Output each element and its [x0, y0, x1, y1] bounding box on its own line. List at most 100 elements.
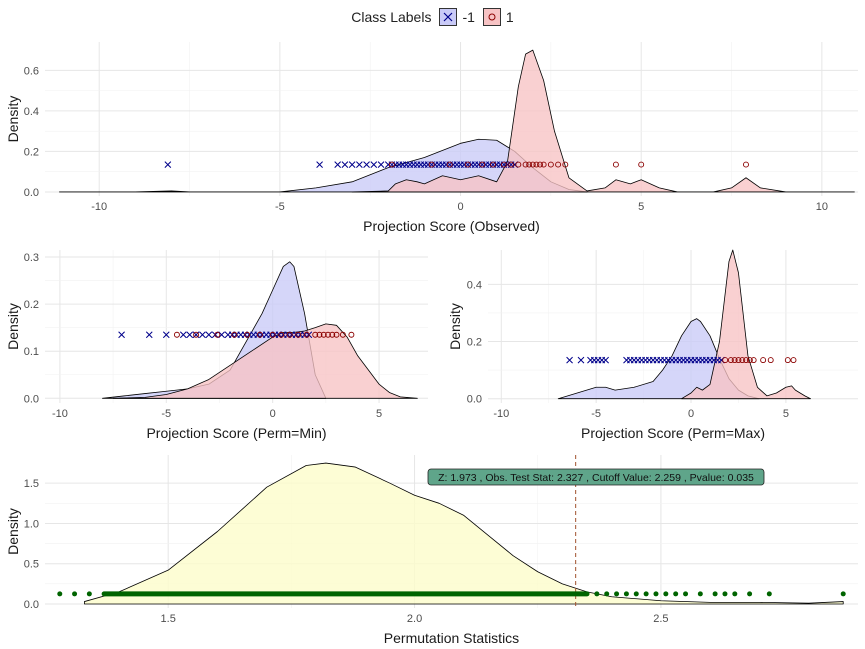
point-dot — [633, 591, 639, 597]
y-tick-label: 1.5 — [24, 478, 39, 490]
point-dot — [604, 591, 610, 597]
x-tick-label: 10 — [816, 201, 828, 213]
point-x — [162, 331, 170, 339]
point-circle — [529, 161, 536, 168]
x-tick-label: 5 — [638, 201, 644, 213]
point-circle — [286, 331, 293, 338]
point-circle — [428, 161, 435, 168]
x-marker-icon — [444, 12, 453, 22]
y-axis-title: Density — [5, 96, 21, 143]
annotation-box — [427, 468, 765, 486]
point-dot — [722, 591, 728, 597]
point-dot — [72, 591, 78, 597]
point-x — [145, 331, 153, 339]
circle-marker-icon — [488, 13, 496, 21]
point-circle — [464, 161, 471, 168]
x-tick-label: -5 — [161, 408, 171, 420]
point-dot — [712, 591, 718, 597]
legend-label-pos: 1 — [505, 9, 514, 25]
legend-swatch-pos — [482, 8, 501, 26]
point-circle — [727, 357, 734, 364]
x-axis-title: Projection Score (Perm=Min) — [146, 425, 326, 441]
point-circle — [555, 161, 562, 168]
x-tick-label: -10 — [91, 201, 107, 213]
legend: Class Labels -1 1 — [0, 6, 865, 28]
x-axis-title: Permutation Statistics — [384, 630, 519, 646]
point-circle — [348, 331, 355, 338]
x-tick-label: -5 — [275, 201, 285, 213]
x-tick-label: 5 — [376, 408, 382, 420]
density-area-b — [112, 323, 418, 399]
point-circle — [722, 357, 729, 364]
point-x — [186, 331, 194, 339]
point-dot — [697, 591, 703, 597]
point-dot — [840, 591, 846, 597]
x-tick-label: 2.5 — [653, 613, 668, 625]
annotation-text: Z: 1.973 , Obs. Test Stat: 2.327 , Cutof… — [438, 472, 754, 484]
density-area-b — [351, 49, 855, 193]
point-dot — [673, 591, 679, 597]
point-circle — [269, 331, 276, 338]
point-circle — [612, 161, 619, 168]
point-circle — [746, 357, 753, 364]
point-x — [199, 331, 206, 339]
x-tick-label: 0 — [688, 408, 694, 420]
legend-label-neg: -1 — [462, 9, 475, 25]
point-circle — [312, 331, 319, 338]
x-tick-label: 1.5 — [161, 613, 176, 625]
y-tick-label: 0.0 — [467, 394, 482, 406]
y-tick-label: 0.0 — [24, 393, 39, 405]
point-circle — [446, 161, 453, 168]
point-circle — [214, 331, 221, 338]
point-dot — [86, 591, 92, 597]
point-x — [370, 161, 378, 168]
y-tick-label: 0.0 — [24, 599, 39, 611]
point-dot — [732, 591, 738, 597]
point-circle — [316, 331, 323, 338]
point-circle — [743, 161, 749, 168]
point-circle — [540, 161, 547, 168]
point-circle — [533, 161, 540, 168]
point-dot — [623, 591, 629, 597]
stat-annotation: Z: 1.973 , Obs. Test Stat: 2.327 , Cutof… — [427, 468, 765, 486]
point-circle — [339, 331, 346, 338]
point-x — [341, 161, 349, 168]
y-tick-label: 0.4 — [467, 279, 482, 291]
point-circle — [388, 161, 395, 168]
x-tick-label: 2.0 — [407, 613, 422, 625]
point-circle — [515, 161, 522, 168]
point-circle — [562, 161, 569, 168]
point-circle — [784, 357, 791, 364]
x-tick-label: 0 — [270, 408, 276, 420]
point-circle — [320, 331, 327, 338]
panel-perm-max: -10 -5 0 5 0.0 0.2 0.4 Projection Score (Perm=M… — [447, 249, 858, 441]
point-circle — [750, 357, 757, 364]
point-circle — [547, 161, 554, 168]
legend-key-pos: 1 — [482, 8, 514, 26]
point-circle — [526, 161, 533, 168]
x-tick-label: -5 — [591, 408, 601, 420]
point-circle — [479, 161, 486, 168]
x-tick-label: 0 — [457, 201, 463, 213]
point-circle — [790, 357, 797, 364]
legend-key-neg: -1 — [439, 8, 475, 26]
point-circle — [244, 331, 251, 338]
point-dot — [766, 591, 772, 597]
point-x — [348, 161, 356, 168]
y-tick-label: 0.3 — [24, 252, 39, 264]
y-tick-label: 0.2 — [467, 337, 482, 349]
point-circle — [193, 331, 200, 338]
point-dot — [663, 591, 669, 597]
point-dot — [653, 591, 659, 597]
point-dot — [747, 591, 753, 597]
point-circle — [295, 331, 302, 338]
point-x — [363, 161, 370, 168]
point-circle — [735, 357, 742, 364]
panel-perm-min: -10 -5 0 5 0.0 0.1 0.2 0.3 Projection Score (Per… — [5, 250, 428, 441]
point-circle — [333, 331, 340, 338]
x-axis-title: Projection Score (Observed) — [363, 218, 540, 234]
x-axis-title: Projection Score (Perm=Max) — [581, 425, 765, 441]
point-circle — [303, 331, 310, 338]
legend-title: Class Labels — [351, 9, 432, 25]
